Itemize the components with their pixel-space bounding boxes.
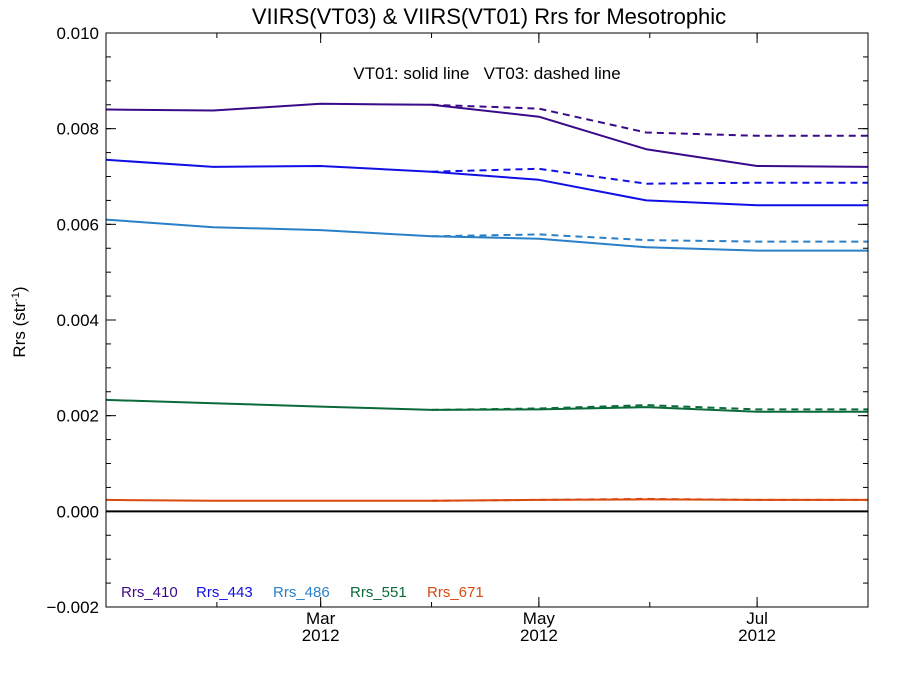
y-tick-label: 0.006 [56, 215, 99, 234]
series-line-rrs-410-solid [105, 102, 869, 168]
y-tick-label: −0.002 [47, 598, 99, 617]
series-line-rrs-486-dashed [431, 233, 868, 243]
series-line-rrs-551-solid [105, 398, 868, 413]
x-tick-label-month: Jul [746, 609, 768, 628]
series-line-rrs-443-dashed [431, 167, 868, 185]
y-tick-label: 0.010 [56, 24, 99, 43]
x-tick-label-year: 2012 [738, 626, 776, 645]
x-tick-label-year: 2012 [520, 626, 558, 645]
x-tick-label-month: Mar [306, 609, 336, 628]
legend-label-rrs-671: Rrs_671 [427, 584, 484, 601]
legend-label-rrs-486: Rrs_486 [273, 584, 330, 601]
series-line-rrs-486-solid [105, 218, 868, 252]
y-tick-label: 0.000 [56, 502, 99, 521]
plot-frame [105, 32, 869, 608]
chart-title: VIIRS(VT03) & VIIRS(VT01) Rrs for Mesotr… [252, 4, 726, 29]
y-axis-label-close: ) [10, 286, 29, 292]
line-style-annotation: VT01: solid line VT03: dashed line [353, 64, 620, 83]
y-axis-label-superscript: -1 [10, 292, 22, 302]
series-line-rrs-410-dashed [431, 103, 868, 137]
y-tick-label: 0.002 [56, 407, 99, 426]
legend-label-rrs-443: Rrs_443 [196, 584, 253, 601]
y-tick-label: 0.004 [56, 311, 99, 330]
x-tick-label-year: 2012 [302, 626, 340, 645]
legend-label-rrs-410: Rrs_410 [121, 584, 178, 601]
series-line-rrs-671-dashed [431, 497, 868, 502]
x-tick-label-month: May [523, 609, 556, 628]
y-tick-label: 0.008 [56, 120, 99, 139]
legend-label-rrs-551: Rrs_551 [350, 584, 407, 601]
series-line-rrs-551-dashed [431, 404, 868, 411]
series-line-rrs-443-solid [105, 158, 868, 207]
y-axis-label-main: Rrs (str [10, 302, 29, 358]
y-axis-label: Rrs (str-1) [10, 286, 29, 357]
series-line-rrs-671-solid [105, 498, 868, 502]
plot-area: −0.0020.0000.0020.0040.0060.0080.010Mar2… [47, 24, 869, 645]
